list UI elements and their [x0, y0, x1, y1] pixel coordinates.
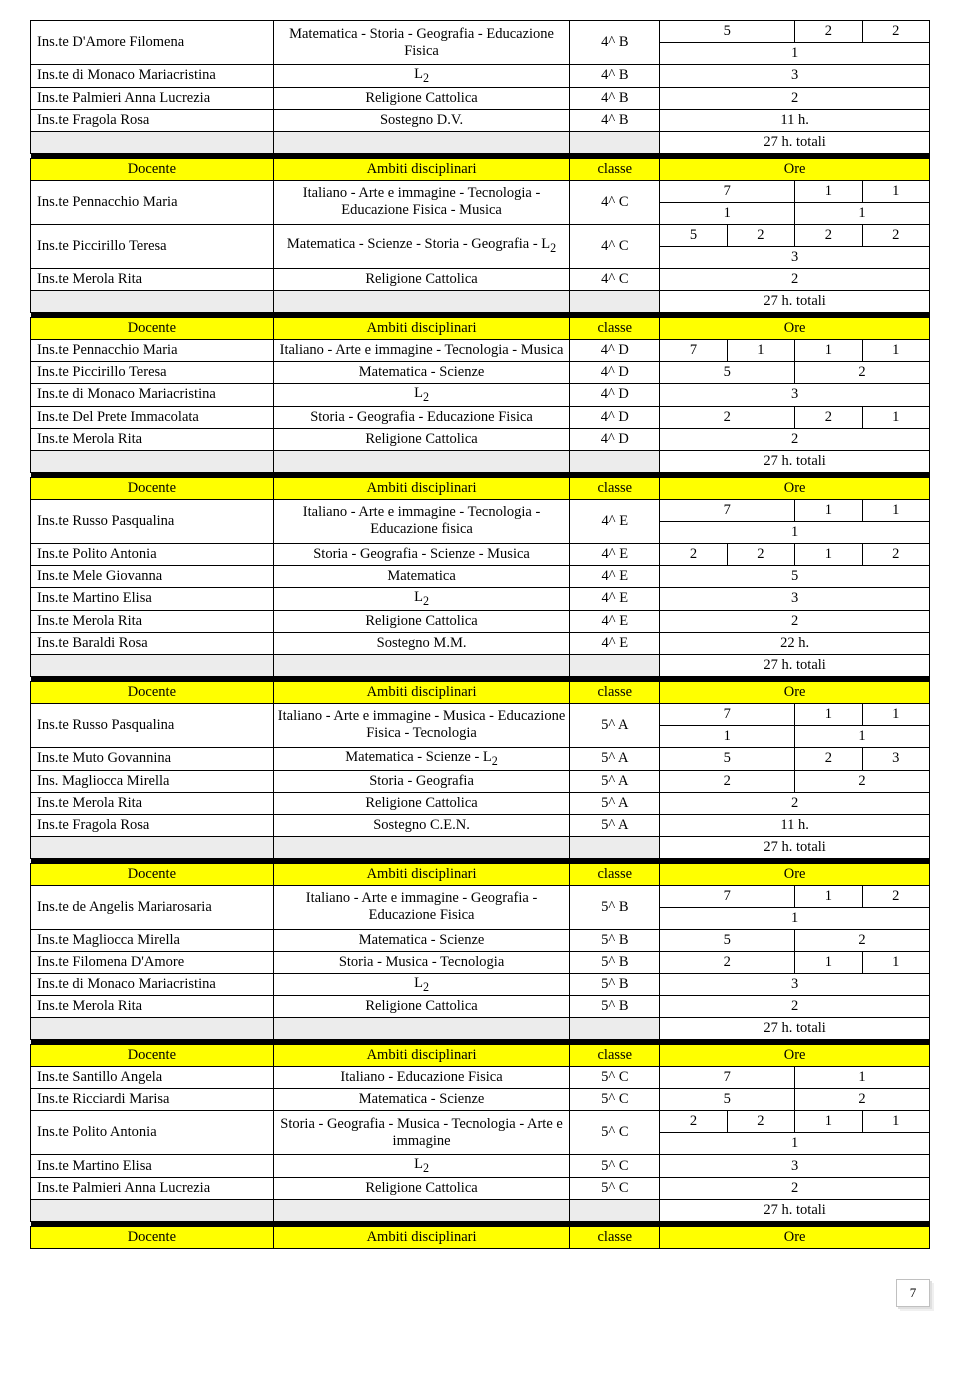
- table-row: Ins.te Polito AntoniaStoria - Geografia …: [31, 543, 930, 565]
- table-row: Ins.te Merola RitaReligione Cattolica4^ …: [31, 610, 930, 632]
- table-row: Ins.te Merola RitaReligione Cattolica5^ …: [31, 996, 930, 1018]
- table-row: Ins.te di Monaco MariacristinaL25^ B3: [31, 973, 930, 996]
- header-row: DocenteAmbiti disciplinariclasseOre: [31, 1227, 930, 1249]
- table-row: Ins.te di Monaco MariacristinaL24^ B3: [31, 65, 930, 88]
- table-row: Ins. Magliocca MirellaStoria - Geografia…: [31, 770, 930, 792]
- table-row: Ins.te Santillo AngelaItaliano - Educazi…: [31, 1067, 930, 1089]
- table-row: Ins.te Pennacchio MariaItaliano - Arte e…: [31, 180, 930, 202]
- page-number: 7: [896, 1279, 930, 1307]
- table-row: Ins.te Del Prete ImmacolataStoria - Geog…: [31, 406, 930, 428]
- table-row: Ins.te Russo PasqualinaItaliano - Arte e…: [31, 703, 930, 725]
- total-row: 27 h. totali: [31, 1018, 930, 1040]
- table-row: Ins.te Merola RitaReligione Cattolica4^ …: [31, 268, 930, 290]
- table-row: Ins.te Fragola RosaSostegno C.E.N.5^ A11…: [31, 814, 930, 836]
- header-row: DocenteAmbiti disciplinariclasseOre: [31, 477, 930, 499]
- table-row: Ins.te Merola RitaReligione Cattolica5^ …: [31, 792, 930, 814]
- table-row: Ins.te Piccirillo TeresaMatematica - Sci…: [31, 361, 930, 383]
- total-row: 27 h. totali: [31, 1200, 930, 1222]
- table-row: Ins.te de Angelis MariarosariaItaliano -…: [31, 885, 930, 907]
- table-row: Ins.te Mele GiovannaMatematica4^ E5: [31, 565, 930, 587]
- table-row: Ins.te Baraldi RosaSostegno M.M.4^ E22 h…: [31, 632, 930, 654]
- total-row: 27 h. totali: [31, 450, 930, 472]
- total-row: 27 h. totali: [31, 654, 930, 676]
- table-row: Ins.te Filomena D'AmoreStoria - Musica -…: [31, 951, 930, 973]
- table-row: Ins.te Martino ElisaL24^ E3: [31, 587, 930, 610]
- table-row: Ins.te Palmieri Anna LucreziaReligione C…: [31, 87, 930, 109]
- table-row: Ins.te Ricciardi MarisaMatematica - Scie…: [31, 1089, 930, 1111]
- table-row: Ins.te Polito AntoniaStoria - Geografia …: [31, 1111, 930, 1133]
- table-row: Ins.te Pennacchio MariaItaliano - Arte e…: [31, 339, 930, 361]
- table-row: Ins.te Magliocca MirellaMatematica - Sci…: [31, 929, 930, 951]
- table-row: Ins.te Merola RitaReligione Cattolica4^ …: [31, 428, 930, 450]
- table-row: Ins.te Piccirillo TeresaMatematica - Sci…: [31, 224, 930, 246]
- table-row: Ins.te Russo PasqualinaItaliano - Arte e…: [31, 499, 930, 521]
- header-row: DocenteAmbiti disciplinariclasseOre: [31, 863, 930, 885]
- table-row: Ins.te D'Amore FilomenaMatematica - Stor…: [31, 21, 930, 43]
- header-row: DocenteAmbiti disciplinariclasseOre: [31, 681, 930, 703]
- total-row: 27 h. totali: [31, 290, 930, 312]
- header-row: DocenteAmbiti disciplinariclasseOre: [31, 158, 930, 180]
- total-row: 27 h. totali: [31, 836, 930, 858]
- table-row: Ins.te di Monaco MariacristinaL24^ D3: [31, 383, 930, 406]
- total-row: 27 h. totali: [31, 131, 930, 153]
- table-row: Ins.te Fragola RosaSostegno D.V.4^ B11 h…: [31, 109, 930, 131]
- table-row: Ins.te Muto GovanninaMatematica - Scienz…: [31, 747, 930, 770]
- header-row: DocenteAmbiti disciplinariclasseOre: [31, 1045, 930, 1067]
- table-row: Ins.te Palmieri Anna LucreziaReligione C…: [31, 1178, 930, 1200]
- schedule-table: Ins.te D'Amore FilomenaMatematica - Stor…: [30, 20, 930, 1249]
- header-row: DocenteAmbiti disciplinariclasseOre: [31, 317, 930, 339]
- table-row: Ins.te Martino ElisaL25^ C3: [31, 1155, 930, 1178]
